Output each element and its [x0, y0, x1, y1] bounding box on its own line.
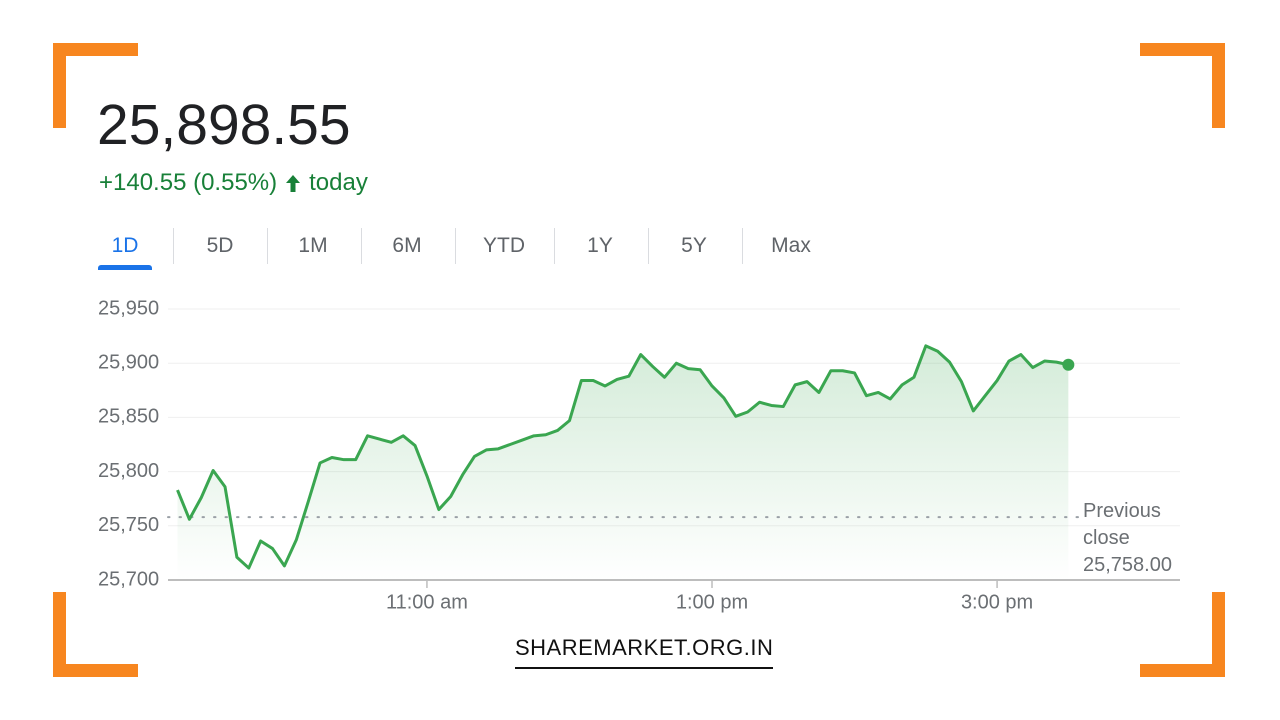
previous-close-label: Previous close: [1083, 500, 1161, 549]
watermark: SHAREMARKET.ORG.IN: [515, 634, 774, 669]
corner: [53, 43, 66, 128]
change: +140.55 (0.55%): [99, 169, 278, 196]
period: today: [309, 169, 368, 196]
corner: [53, 664, 138, 677]
x-tick-label: 11:00 am: [386, 591, 468, 613]
x-tick-label: 3:00 pm: [961, 591, 1033, 613]
tab[interactable]: 6M: [392, 234, 422, 257]
tab[interactable]: Max: [771, 234, 811, 257]
tab[interactable]: 1D: [111, 234, 139, 257]
tab[interactable]: 5D: [206, 234, 234, 257]
y-tick-label: 25,750: [98, 514, 159, 536]
previous-close-value: 25,758.00: [1083, 554, 1172, 576]
tab[interactable]: YTD: [483, 234, 525, 257]
corner: [53, 592, 66, 677]
tab-separator: [455, 228, 456, 264]
tab-separator: [361, 228, 362, 264]
corner: [1212, 43, 1225, 128]
tab[interactable]: 1Y: [587, 234, 613, 257]
y-tick-label: 25,850: [98, 406, 159, 428]
tab-separator: [267, 228, 268, 264]
tab[interactable]: 1M: [298, 234, 328, 257]
corner: [53, 43, 138, 56]
tab-separator: [742, 228, 743, 264]
price-line: [176, 344, 1069, 570]
up-arrow: [286, 175, 301, 192]
y-tick-label: 25,900: [98, 351, 159, 373]
corner: [1212, 592, 1225, 677]
area: [177, 345, 1069, 580]
active-tab-indicator: [98, 265, 152, 270]
price: 25,898.55: [97, 93, 351, 157]
y-tick-label: 25,700: [98, 568, 159, 590]
tab-separator: [648, 228, 649, 264]
tab-separator: [554, 228, 555, 264]
tab[interactable]: 5Y: [681, 234, 707, 257]
x-tick-label: 1:00 pm: [676, 591, 748, 613]
change-row: +140.55 (0.55%) today: [99, 168, 368, 198]
tab-separator: [173, 228, 174, 264]
y-tick-label: 25,800: [98, 460, 159, 482]
y-tick-label: 25,950: [98, 297, 159, 319]
corner: [1140, 43, 1225, 56]
corner: [1140, 664, 1225, 677]
last-point: [1062, 358, 1075, 371]
